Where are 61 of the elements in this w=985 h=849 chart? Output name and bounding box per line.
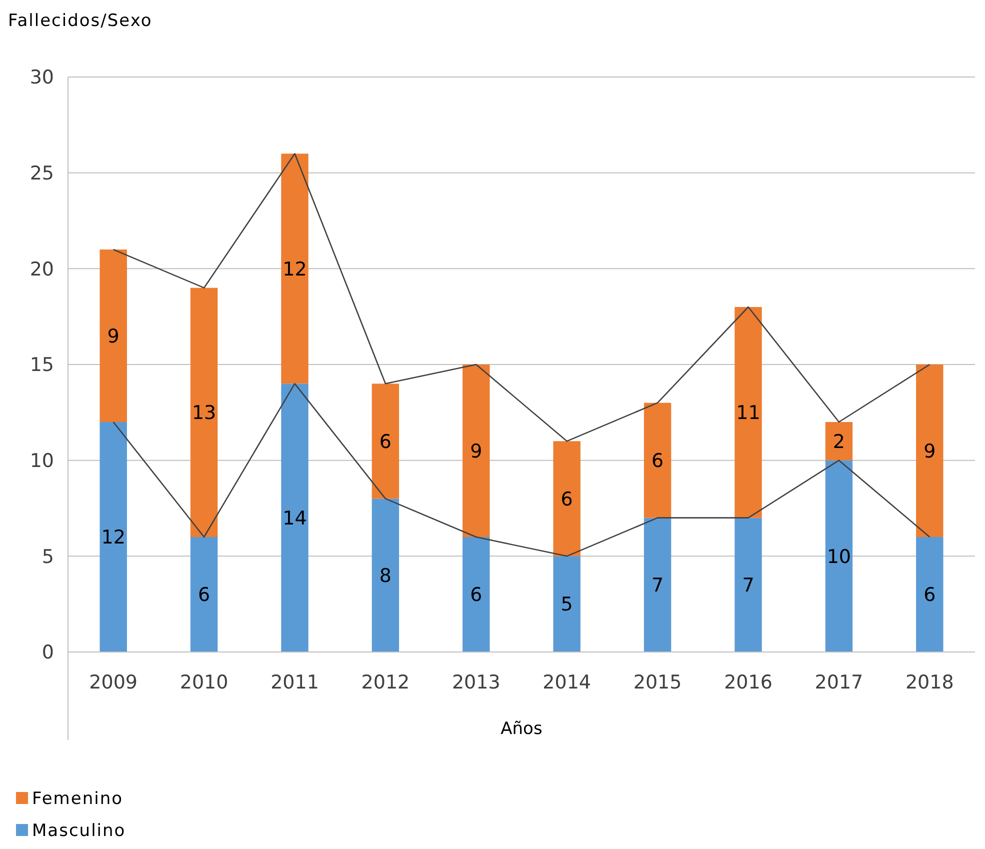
- x-tick-label: 2009: [89, 672, 138, 694]
- data-label: 12: [101, 526, 126, 549]
- y-tick-label: 30: [30, 66, 54, 89]
- y-tick-label: 5: [42, 546, 54, 568]
- x-tick-label: 2017: [814, 672, 864, 694]
- data-label: 7: [742, 574, 754, 597]
- data-label: 2: [832, 430, 845, 453]
- data-label: 8: [379, 564, 392, 587]
- y-tick-label: 10: [30, 450, 54, 472]
- y-axis-title: Fallecidos/Sexo: [8, 11, 152, 31]
- legend-label: Femenino: [32, 788, 123, 809]
- data-label: 7: [652, 574, 664, 597]
- data-label: 6: [652, 450, 664, 472]
- data-label: 14: [282, 507, 307, 530]
- bar: [462, 364, 490, 537]
- data-label: 13: [192, 402, 216, 424]
- bar: [644, 518, 672, 652]
- x-tick-label: 2012: [361, 672, 410, 694]
- bar: [916, 364, 944, 537]
- bar: [281, 154, 308, 384]
- bar: [553, 441, 580, 556]
- bar: [825, 422, 853, 460]
- bar: [916, 537, 944, 652]
- bar: [462, 537, 490, 652]
- bar: [190, 537, 218, 652]
- bar: [734, 307, 762, 518]
- x-axis-title: Años: [500, 718, 542, 739]
- data-label: 10: [826, 546, 852, 568]
- y-tick-label: 20: [30, 258, 54, 280]
- bar: [825, 460, 853, 652]
- data-label: 5: [560, 594, 573, 616]
- bar: [372, 384, 400, 499]
- bar: [190, 288, 218, 537]
- x-tick-label: 2018: [905, 672, 954, 694]
- x-tick-label: 2014: [542, 672, 592, 694]
- bar: [100, 422, 127, 652]
- bar: [281, 384, 308, 652]
- data-label: 6: [470, 584, 482, 606]
- y-tick-label: 15: [30, 354, 54, 376]
- data-label: 12: [282, 258, 307, 280]
- x-tick-label: 2015: [633, 672, 682, 694]
- data-label: 9: [924, 440, 936, 462]
- y-tick-label: 0: [42, 642, 54, 664]
- data-label: 9: [470, 440, 482, 462]
- x-tick-label: 2011: [270, 672, 319, 694]
- bar: [553, 556, 580, 652]
- data-label: 6: [560, 488, 573, 510]
- data-label: 6: [924, 584, 936, 606]
- x-tick-label: 2010: [180, 672, 228, 694]
- data-label: 11: [736, 402, 760, 424]
- data-label: 9: [107, 325, 120, 348]
- x-tick-label: 2013: [452, 672, 500, 694]
- legend-label: Masculino: [32, 820, 126, 841]
- data-label: 6: [198, 584, 210, 606]
- x-tick-label: 2016: [724, 672, 772, 694]
- y-tick-label: 25: [30, 162, 54, 184]
- data-label: 6: [379, 430, 392, 453]
- bar: [372, 498, 400, 652]
- bar: [100, 250, 127, 422]
- bar: [734, 518, 762, 652]
- bar: [644, 402, 672, 518]
